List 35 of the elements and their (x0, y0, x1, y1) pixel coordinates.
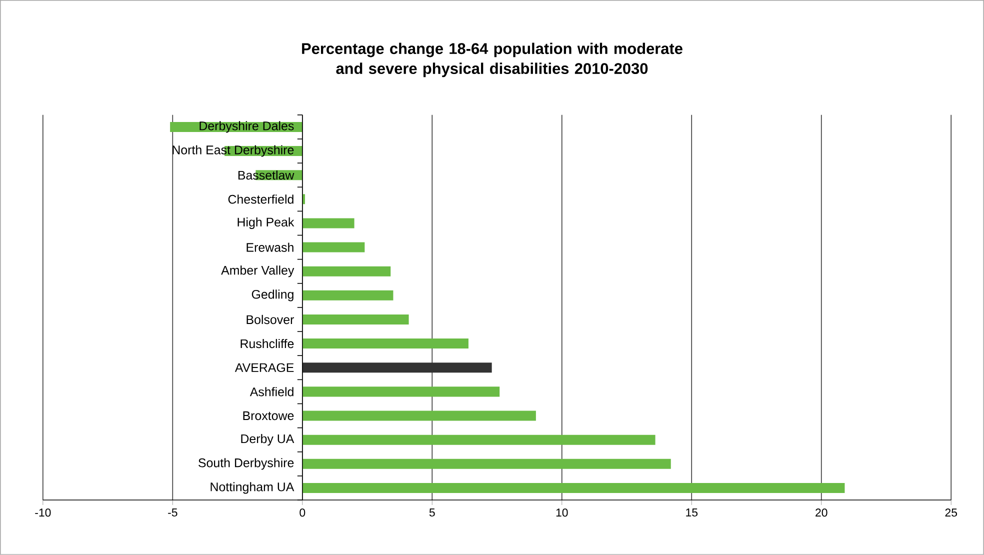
x-tick-label: 5 (429, 508, 435, 517)
y-tick-label: Broxtowe (243, 411, 294, 420)
y-tick-label: AVERAGE (234, 363, 294, 372)
bar (302, 434, 656, 445)
y-tick-label: Amber Valley (221, 266, 294, 278)
x-tick-label: 10 (556, 508, 568, 517)
y-tick-label: Ashfield (250, 387, 294, 396)
bar (302, 314, 409, 325)
x-tick-label: 0 (300, 508, 306, 517)
bar (302, 410, 536, 421)
bar (302, 290, 394, 300)
bar (302, 483, 845, 494)
x-tick-label: 15 (686, 508, 698, 517)
x-tick-label: -10 (35, 508, 51, 517)
bar (302, 218, 354, 228)
y-tick-label: Rushcliffe (240, 339, 294, 348)
y-tick-label: Derby UA (241, 434, 294, 446)
bar (302, 266, 391, 276)
bar (302, 338, 468, 349)
y-tick-label: Nottingham UA (210, 482, 294, 494)
bar (302, 242, 365, 252)
y-tick-label: Chesterfield (228, 194, 294, 204)
y-tick-label: Erewash (246, 242, 294, 252)
bar (302, 362, 492, 373)
bar (302, 386, 500, 397)
y-tick-label: Gedling (252, 290, 294, 302)
x-tick-label: 25 (945, 508, 957, 517)
chart-title: Percentage change 18-64 population with moderate and severe physical disabilities 2010-2030 (302, 42, 682, 78)
y-tick-label: South Derbyshire (198, 458, 294, 470)
bar (302, 458, 671, 469)
x-tick-label: 20 (816, 508, 828, 517)
x-tick-label: -5 (168, 508, 178, 517)
y-tick-label: High Peak (238, 217, 294, 230)
y-tick-label: Bolsover (246, 314, 294, 324)
y-tick-label: Derbyshire Dales (200, 121, 294, 133)
